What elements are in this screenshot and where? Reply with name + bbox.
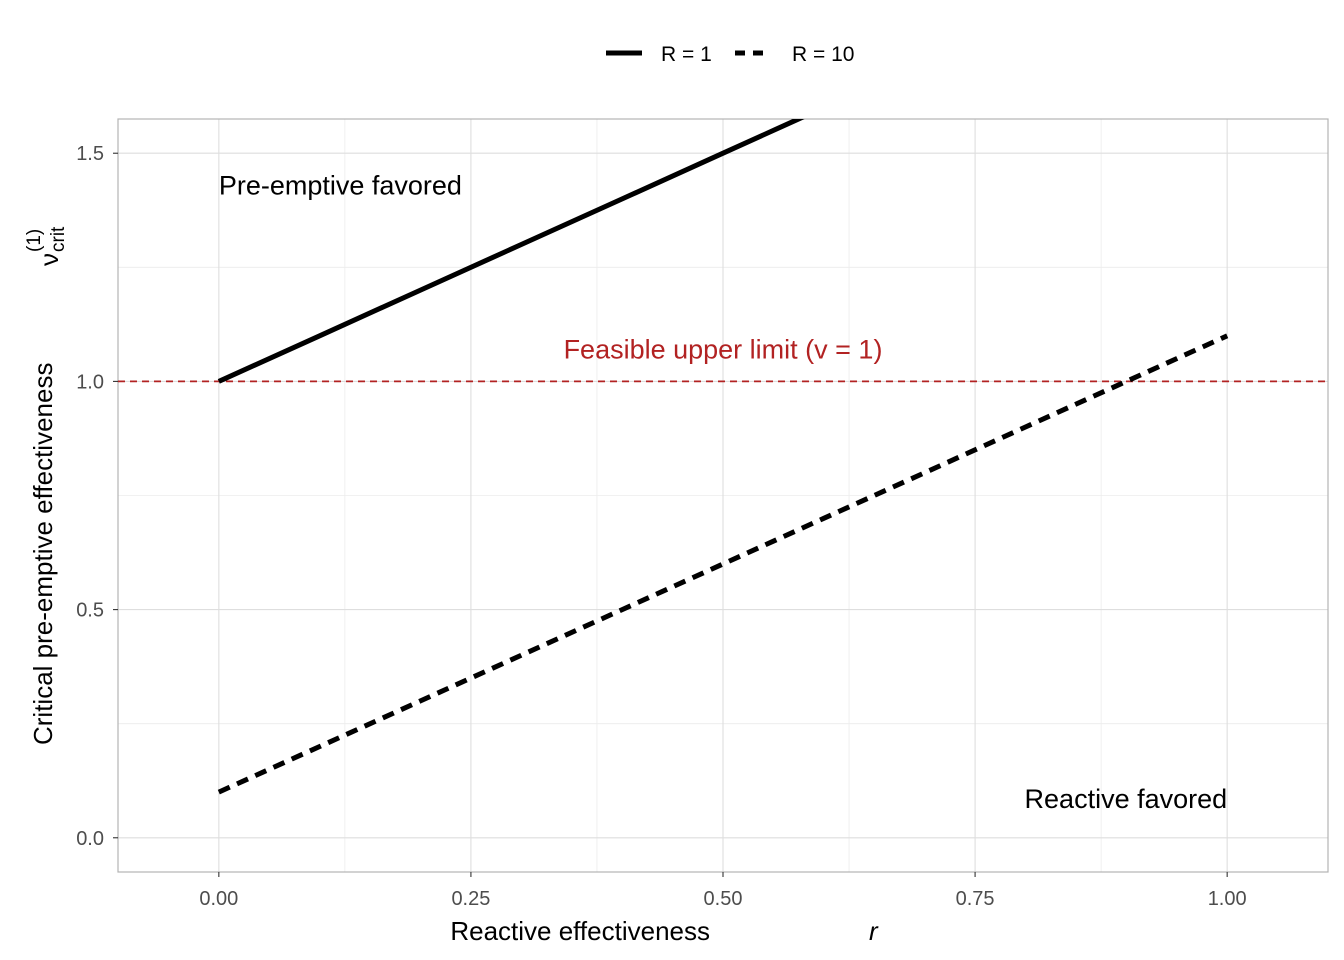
annotation-feasible-upper-limit: Feasible upper limit (v = 1)	[564, 335, 883, 365]
x-tick-label: 0.75	[956, 888, 995, 910]
series-line-r1	[217, 119, 805, 384]
grid	[118, 119, 1328, 872]
series-line-r10	[217, 333, 1229, 795]
y-axis-title-group: Critical pre-emptive effectiveness	[28, 363, 58, 745]
plot-marks	[118, 119, 1328, 795]
x-tick-label: 0.25	[451, 888, 490, 910]
axis-ticks: 0.00 0.25 0.50 0.75 1.00 0.0 0.5 1.0 1.5	[76, 143, 1246, 910]
y-tick-label: 0.0	[76, 828, 104, 850]
x-tick-label: 0.50	[704, 888, 743, 910]
y-axis-symbol-superscript: (1)	[24, 229, 45, 252]
x-axis-variable: r	[869, 916, 879, 946]
annotations: Pre-emptive favored Feasible upper limit …	[219, 170, 1227, 814]
x-axis-title: Reactive effectiveness	[450, 916, 710, 946]
y-tick-label: 0.5	[76, 600, 104, 622]
annotation-reactive-favored: Reactive favored	[1025, 784, 1228, 814]
x-tick-label: 1.00	[1208, 888, 1247, 910]
legend-label-r10: R = 10	[792, 43, 854, 66]
y-tick-label: 1.5	[76, 143, 104, 165]
y-axis-title: Critical pre-emptive effectiveness	[28, 363, 58, 745]
legend-label-r1: R = 1	[661, 43, 712, 66]
x-tick-label: 0.00	[199, 888, 238, 910]
annotation-preemptive-favored: Pre-emptive favored	[219, 170, 462, 200]
legend: R = 1 R = 10	[606, 43, 854, 66]
y-axis-symbol-group: ν crit (1)	[24, 226, 69, 266]
y-axis-symbol: ν	[34, 253, 64, 266]
y-tick-label: 1.0	[76, 371, 104, 393]
y-axis-symbol-subscript: crit	[48, 226, 69, 252]
